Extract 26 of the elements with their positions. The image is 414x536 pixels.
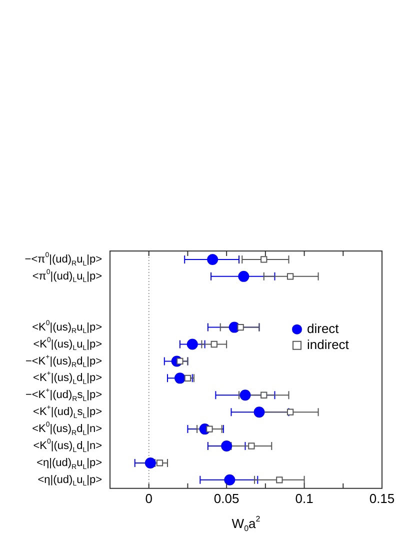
point [254,406,265,418]
point [186,338,198,350]
point [207,254,218,265]
point [206,426,213,432]
point [224,474,236,486]
point [221,440,232,452]
point [248,442,255,450]
point [286,408,294,416]
point [240,390,251,401]
point [260,392,268,398]
point [276,476,283,484]
point [237,324,244,331]
point [174,372,186,384]
x-tick-label: 0.15 [369,490,395,506]
point [210,340,218,348]
point [156,460,164,466]
legend-label: direct [307,320,340,336]
x-tick-label: 0.05 [214,490,240,506]
legend-label: indirect [307,336,350,352]
point [238,270,250,282]
x-tick-label: 0 [145,490,152,506]
point [144,457,156,468]
point [184,374,192,382]
point [260,256,268,263]
point [286,273,294,280]
x-tick-label: 0.1 [295,490,314,506]
